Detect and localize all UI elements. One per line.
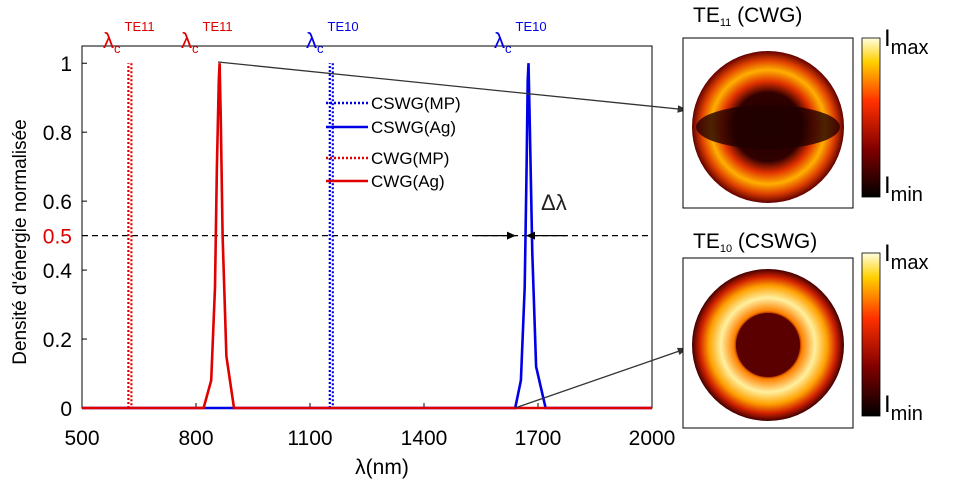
inset-title: TE11 (CWG) (693, 4, 802, 29)
x-tick-label: 800 (178, 427, 213, 450)
x-tick-label: 1400 (401, 427, 448, 450)
arrow-head (507, 231, 516, 240)
y-tick-label: 0.2 (43, 329, 72, 352)
inset-title-sub: 11 (720, 17, 731, 29)
inset-title-sub: 10 (720, 243, 732, 255)
legend-label: CWG(MP) (371, 149, 449, 168)
annotation-sub: c (192, 41, 199, 56)
colorbar-min: Imin (884, 391, 923, 425)
colorbar-min-main: I (884, 391, 891, 418)
annotation-main: λ (181, 28, 192, 53)
plot-frame (81, 45, 653, 409)
x-tick-label: 1700 (515, 427, 562, 450)
colorbar (861, 37, 881, 198)
annotation: Δλ (541, 190, 567, 215)
pointer (217, 61, 689, 111)
series-line (82, 63, 652, 410)
annotation-main: λ (494, 28, 505, 53)
colorbar (861, 252, 881, 417)
field-map-core (736, 313, 800, 377)
annotation-main: Δλ (541, 190, 567, 215)
series-line (82, 63, 652, 410)
colorbar-min: Imin (884, 172, 923, 206)
x-axis-label: λ(nm) (355, 456, 409, 479)
inset-title-rest: (CSWG) (732, 230, 817, 253)
annotation-main: λ (306, 28, 317, 53)
annotation-sub: c (317, 41, 324, 56)
threshold-label: 0.5 (43, 226, 72, 249)
colorbar-max: Imax (884, 25, 928, 59)
x-tick-label: 1100 (287, 427, 332, 450)
annotation: λc TE10 (494, 19, 547, 56)
colorbar-max-sub: max (891, 37, 929, 59)
colorbar-min-main: I (884, 172, 891, 199)
colorbar-max-main: I (884, 25, 891, 52)
x-tick-label: 2000 (629, 427, 676, 450)
y-tick-label: 0 (60, 398, 72, 421)
annotation-main: λ (103, 28, 114, 53)
plot: 500 800 1100 1400 1700 2000 0 0.2 0.4 0.6 0.8 1 0.5 λ… (10, 19, 689, 479)
annotation-sup: TE10 (516, 19, 547, 34)
legend-label: CSWG(Ag) (371, 118, 456, 137)
inset-title-rest: (CWG) (731, 4, 802, 27)
arrow-head (526, 231, 535, 240)
annotation-sub: c (505, 41, 512, 56)
annotation-sup: TE10 (328, 19, 359, 34)
legend-label: CSWG(MP) (371, 94, 461, 113)
colorbar-max-sub: max (891, 252, 929, 274)
colorbar-min-sub: min (891, 184, 923, 206)
field-map-dark (696, 105, 840, 149)
series-line (127, 63, 133, 408)
annotation: λc TE10 (306, 19, 359, 56)
inset-title-main: TE (693, 4, 720, 27)
colorbar-max-main: I (884, 240, 891, 267)
colorbar-max: Imax (884, 240, 928, 274)
annotation: λc TE11 (181, 19, 233, 56)
y-axis-label: Densité d'énergie normalisée (10, 119, 31, 365)
annotation: λc TE11 (103, 19, 155, 56)
inset-title: TE10 (CSWG) (693, 230, 817, 255)
annotation-sup: TE11 (203, 19, 233, 34)
inset-title-main: TE (693, 230, 720, 253)
y-tick-label: 0.4 (43, 260, 73, 283)
x-tick-label: 500 (64, 427, 99, 450)
series-line (328, 63, 334, 408)
pointer (514, 347, 689, 409)
colorbar-min-sub: min (891, 403, 923, 425)
annotation-sub: c (114, 41, 121, 56)
y-tick-label: 0.6 (43, 191, 72, 214)
annotation-sup: TE11 (125, 19, 155, 34)
y-tick-label: 1 (60, 53, 72, 76)
legend-label: CWG(Ag) (371, 172, 445, 191)
y-tick-label: 0.8 (43, 122, 72, 145)
